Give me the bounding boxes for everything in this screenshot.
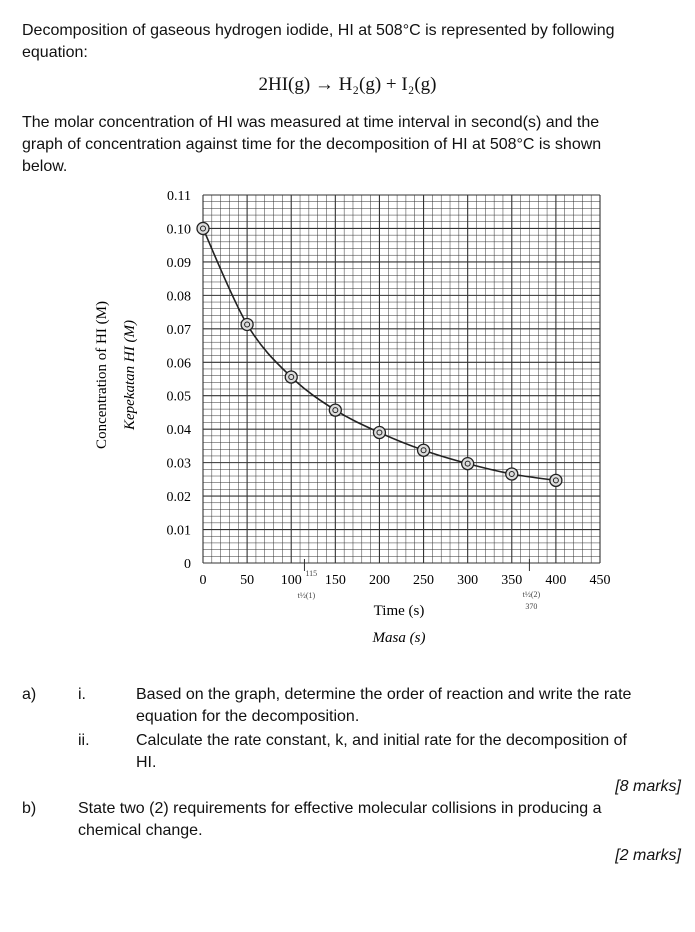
x-tick-labels: 0 50 100 150 200 250 300 350 400 450 xyxy=(200,573,611,588)
question-b-line-1: State two (2) requirements for effective… xyxy=(78,800,602,817)
data-point-marker xyxy=(505,467,519,481)
x-tick-label: 0 xyxy=(200,573,207,588)
annotation-half-life-1: t½(1) xyxy=(298,591,316,600)
data-point-marker xyxy=(416,443,431,457)
question-b-marks: [2 marks] xyxy=(615,847,681,864)
y-tick-label: 0.01 xyxy=(167,524,192,539)
annotation-370: 370 xyxy=(525,602,537,611)
y-tick-label: 0.03 xyxy=(167,457,192,472)
reaction-equation: 2HI(g) → H₂(g) + I₂(g) xyxy=(258,74,437,95)
data-point-center xyxy=(332,407,339,414)
para-line-1: The molar concentration of HI was measur… xyxy=(22,114,600,131)
annotation-half-life-2: t½(2) xyxy=(523,590,541,599)
question-a-marks: [8 marks] xyxy=(615,778,681,795)
question-a-i-label: i. xyxy=(78,686,86,703)
handwritten-annotations: 115 t½(1) t½(2) 370 xyxy=(298,559,541,611)
para-line-2: graph of concentration against time for … xyxy=(22,136,602,153)
data-point-center xyxy=(464,460,471,467)
data-point-marker xyxy=(284,370,298,384)
question-b-label: b) xyxy=(22,800,37,817)
question-a-ii-label: ii. xyxy=(78,732,90,749)
data-point-center xyxy=(552,477,559,484)
question-a-label: a) xyxy=(22,686,37,703)
data-point-center xyxy=(244,321,251,328)
x-axis-label: Time (s) xyxy=(374,603,425,619)
x-tick-label: 100 xyxy=(281,573,302,588)
para-line-3: below. xyxy=(22,158,68,175)
y-tick-label: 0.07 xyxy=(167,323,192,338)
question-a-i-line-2: equation for the decomposition. xyxy=(136,708,360,725)
data-point-center xyxy=(508,471,515,478)
intro-line-1: Decomposition of gaseous hydrogen iodide… xyxy=(22,22,615,39)
x-tick-label: 200 xyxy=(369,573,390,588)
y-axis-label-alt: Kepekatan HI (M) xyxy=(122,320,138,431)
data-point-center xyxy=(288,373,295,380)
question-b-line-2: chemical change. xyxy=(78,822,203,839)
data-point-marker xyxy=(372,425,387,440)
x-tick-label: 250 xyxy=(413,573,434,588)
y-tick-label: 0.04 xyxy=(167,423,192,438)
x-tick-label: 400 xyxy=(545,573,566,588)
data-point-center xyxy=(376,429,383,436)
y-axis-label: Concentration of HI (M) xyxy=(94,301,110,449)
y-tick-label: 0.10 xyxy=(167,222,192,237)
data-point-marker xyxy=(328,403,342,417)
data-point-center xyxy=(200,225,206,232)
data-points xyxy=(196,221,563,488)
y-tick-label: 0.02 xyxy=(167,490,192,505)
x-tick-label: 150 xyxy=(325,573,346,588)
question-a-ii-line-2: HI. xyxy=(136,754,157,771)
x-tick-label: 350 xyxy=(501,573,522,588)
y-tick-labels: 0 0.01 0.02 0.03 0.04 0.05 0.06 0.07 0.08 0.09 0.1… xyxy=(167,189,192,572)
x-tick-label: 50 xyxy=(240,573,254,588)
y-tick-label: 0 xyxy=(184,557,191,572)
data-point-center xyxy=(420,447,427,454)
y-tick-label: 0.09 xyxy=(167,256,192,271)
chart-grid xyxy=(202,194,601,564)
data-point-marker xyxy=(240,317,254,332)
question-a-i-line-1: Based on the graph, determine the order … xyxy=(136,686,632,703)
y-tick-label: 0.05 xyxy=(167,390,192,405)
annotation-115: 115 xyxy=(305,569,317,578)
data-point-marker xyxy=(461,456,475,471)
x-tick-label: 300 xyxy=(457,573,478,588)
data-point-marker xyxy=(549,473,563,488)
data-point-marker xyxy=(196,221,210,236)
y-tick-label: 0.11 xyxy=(167,189,191,204)
y-tick-label: 0.06 xyxy=(167,356,192,371)
concentration-time-chart: 0 0.01 0.02 0.03 0.04 0.05 0.06 0.07 0.08 0.09 0.1… xyxy=(94,189,611,646)
question-a-ii-line-1: Calculate the rate constant, k, and init… xyxy=(136,732,627,749)
x-tick-label: 450 xyxy=(590,573,611,588)
y-tick-label: 0.08 xyxy=(167,289,192,304)
x-axis-label-alt: Masa (s) xyxy=(372,630,426,646)
intro-line-2: equation: xyxy=(22,44,88,61)
